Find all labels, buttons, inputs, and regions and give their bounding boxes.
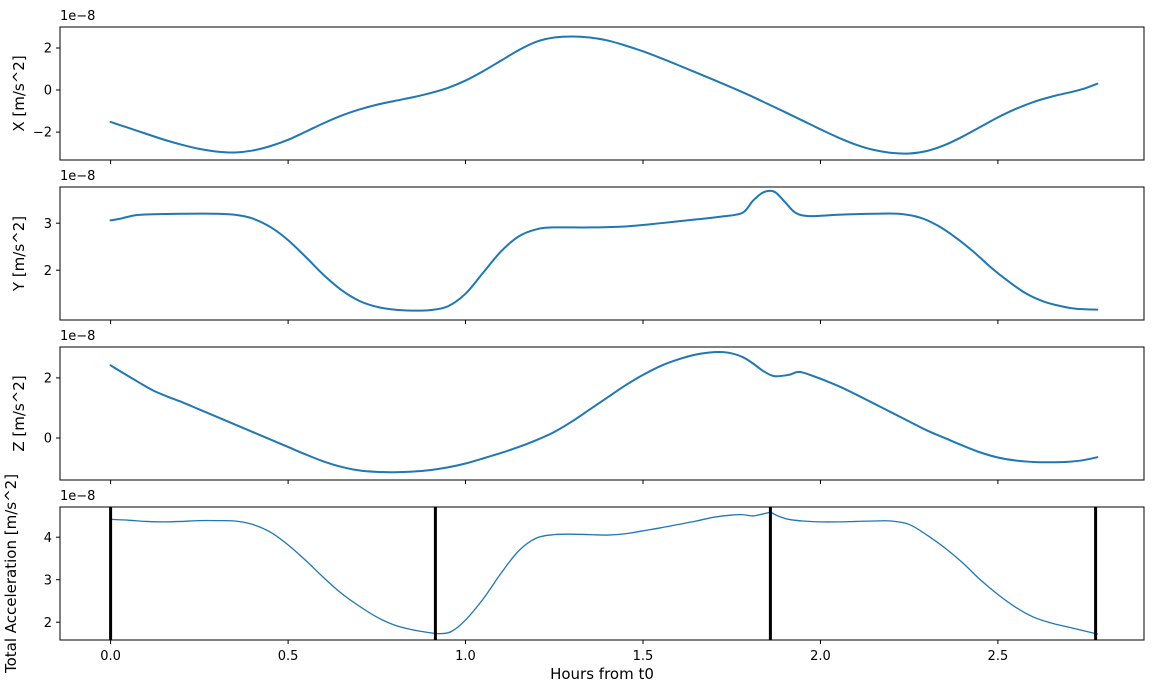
plot-frame xyxy=(59,186,1145,321)
x-tick-label: 0.0 xyxy=(100,649,121,664)
subplot-z: 1e−8 0 2 Z [m/s^2] xyxy=(10,329,1145,484)
subplot-total-acceleration: 1e−8 2 3 4 0.0 0.5 1.0 1.5 2.0 2.5 Total Accelerat… xyxy=(2,474,1145,683)
line-series-z xyxy=(109,350,1099,474)
y-tick-label: 4 xyxy=(44,531,52,546)
y-axis-label-y: Y [m/s^2] xyxy=(10,216,28,292)
y-tick-label: 2 xyxy=(44,42,52,57)
plot-frame xyxy=(59,26,1145,161)
x-axis-label: Hours from t0 xyxy=(550,665,654,683)
subplot-x: 1e−8 −2 0 2 X [m/s^2] xyxy=(10,9,1145,164)
y-scale-offset-label: 1e−8 xyxy=(60,169,95,184)
x-tick-label: 2.0 xyxy=(810,649,831,664)
y-tick-label: 0 xyxy=(44,432,52,447)
plot-frame xyxy=(59,346,1145,481)
y-tick-label: 2 xyxy=(44,371,52,386)
y-scale-offset-label: 1e−8 xyxy=(60,489,95,504)
y-tick-label: 0 xyxy=(44,84,52,99)
line-series-x xyxy=(109,35,1099,155)
y-axis-label-x: X [m/s^2] xyxy=(10,55,28,131)
x-tick-label: 0.5 xyxy=(278,649,299,664)
y-tick-label: 2 xyxy=(44,616,52,631)
line-series-y xyxy=(109,189,1099,312)
subplot-y: 1e−8 2 3 Y [m/s^2] xyxy=(10,169,1145,324)
line-series-total-acceleration xyxy=(109,511,1098,635)
y-tick-label: 3 xyxy=(44,573,52,588)
y-tick-label: 2 xyxy=(44,264,52,279)
x-tick-label: 1.5 xyxy=(633,649,654,664)
y-axis-label-total-acceleration: Total Acceleration [m/s^2] xyxy=(2,474,20,674)
x-tick-label: 1.0 xyxy=(455,649,476,664)
y-axis-label-z: Z [m/s^2] xyxy=(10,375,28,451)
y-scale-offset-label: 1e−8 xyxy=(60,329,95,344)
x-tick-label: 2.5 xyxy=(988,649,1009,664)
y-scale-offset-label: 1e−8 xyxy=(60,9,95,24)
y-tick-label: −2 xyxy=(33,126,52,141)
y-tick-label: 3 xyxy=(44,217,52,232)
plot-frame xyxy=(59,506,1145,641)
